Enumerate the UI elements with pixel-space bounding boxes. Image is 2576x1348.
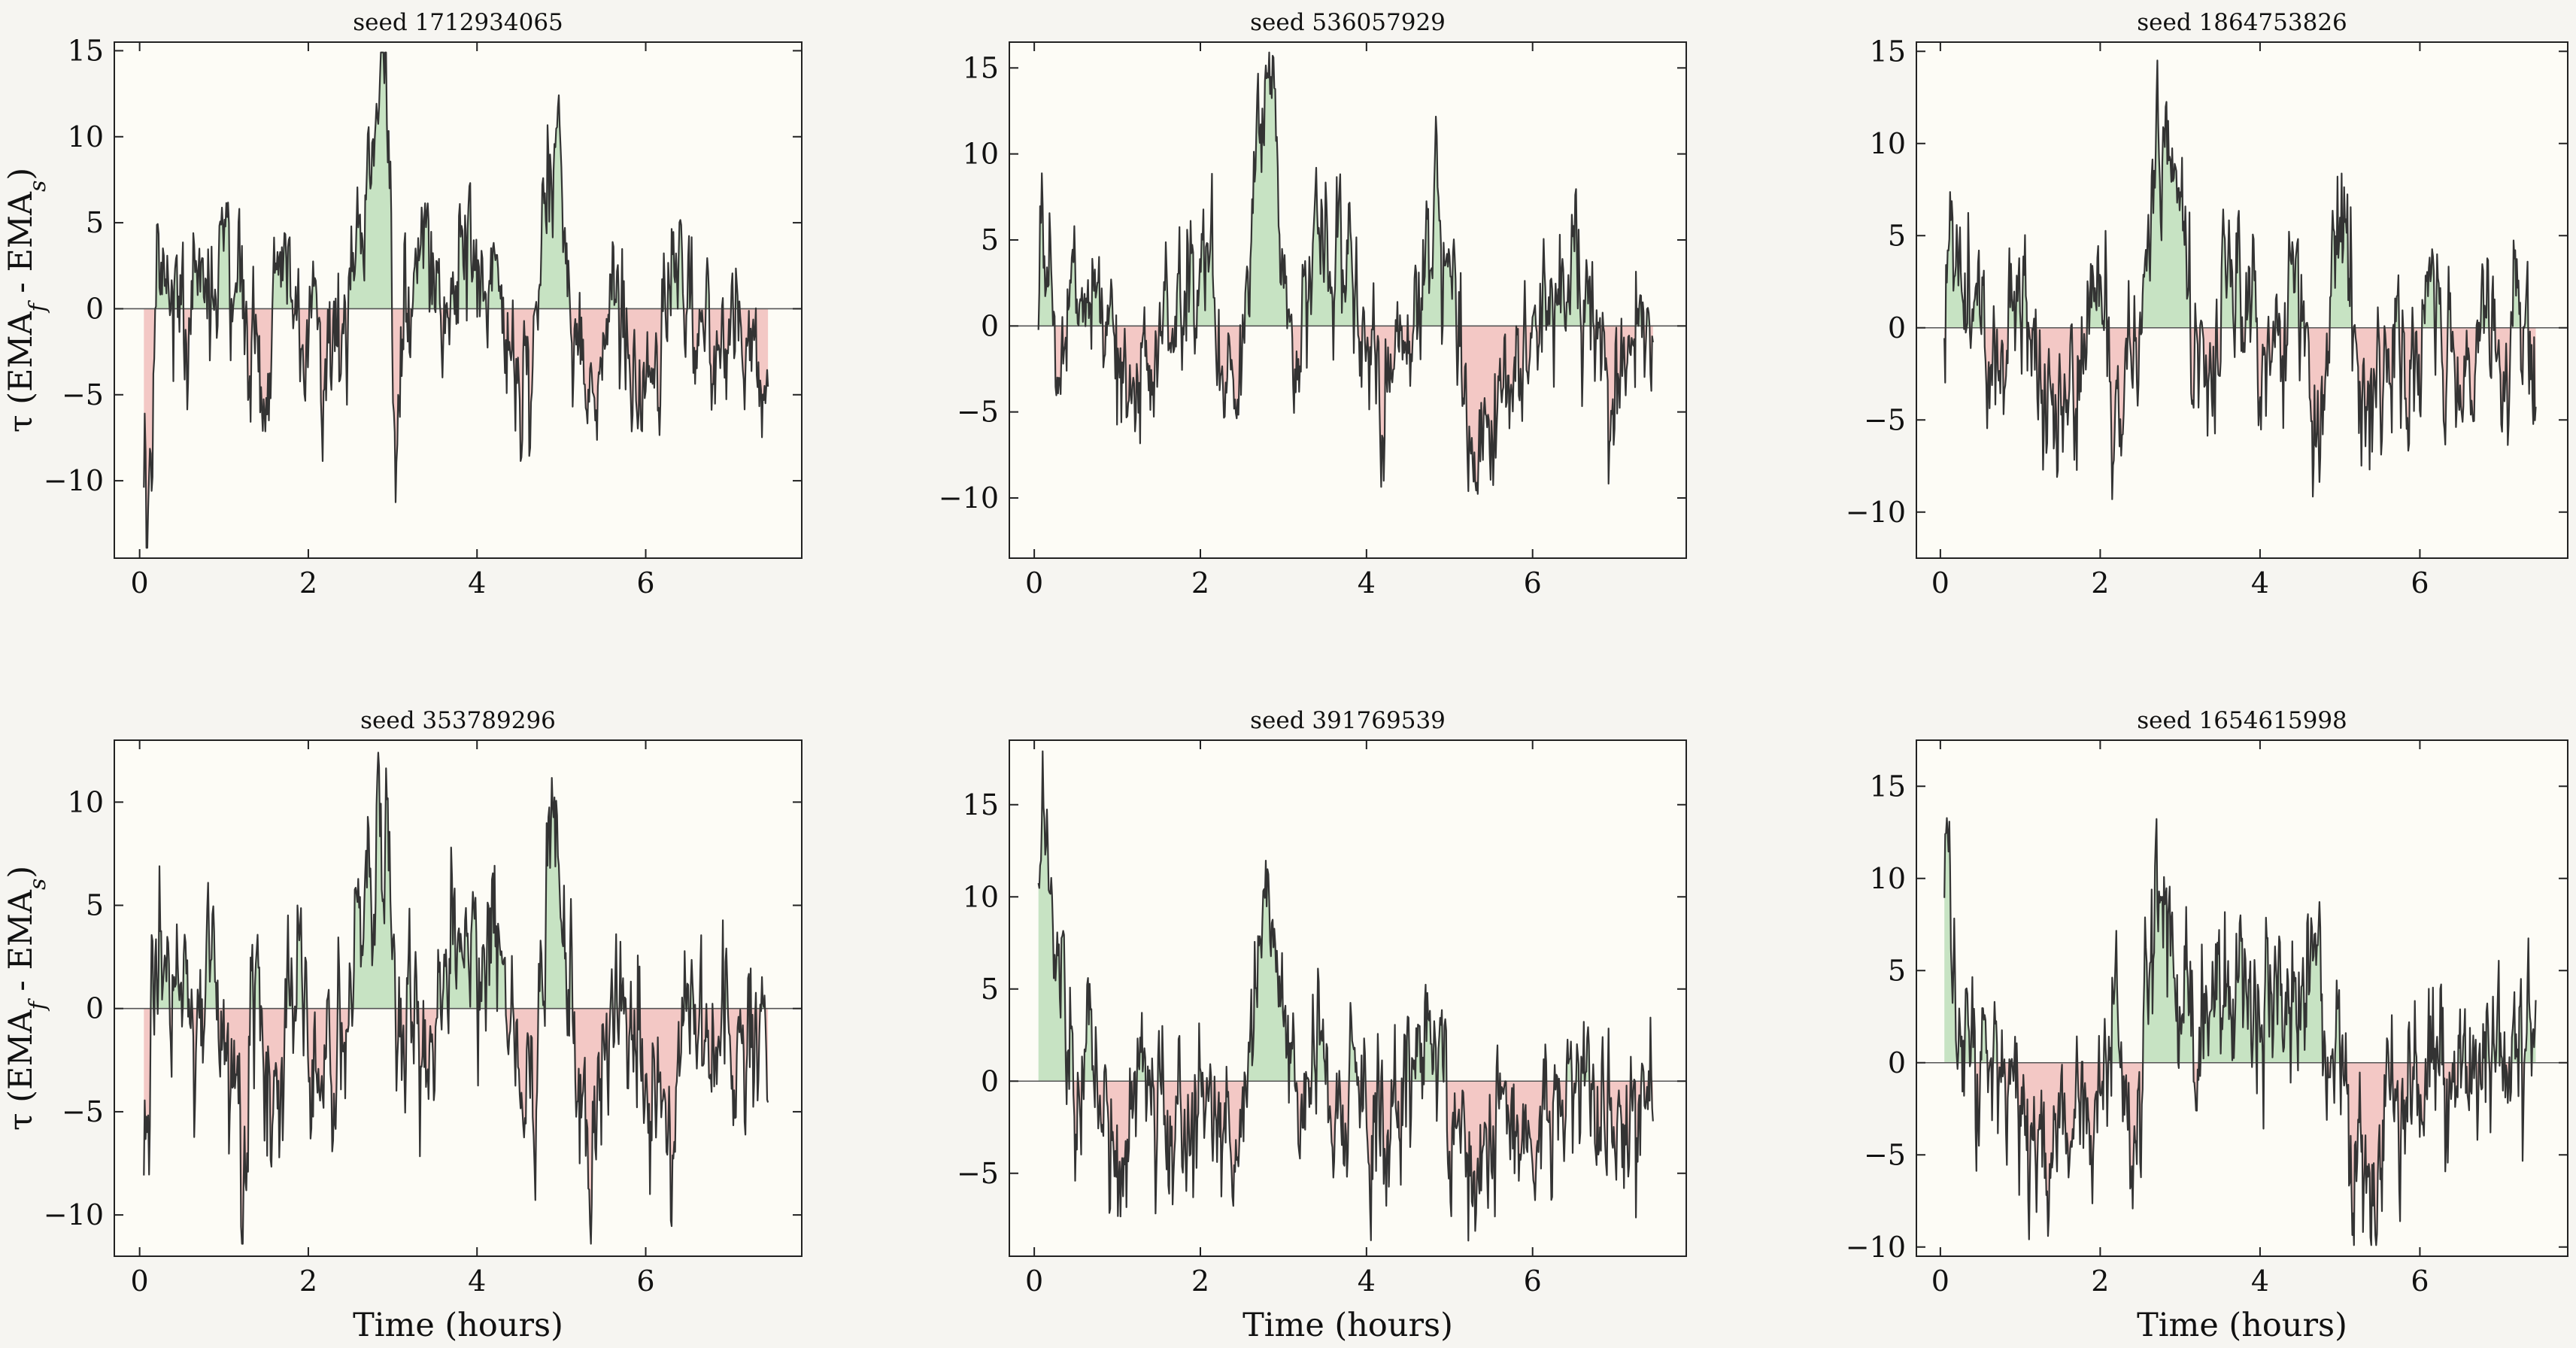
y-tick-label: 15: [963, 788, 999, 821]
axes-frame: [1916, 41, 2568, 559]
axes-frame: [1009, 41, 1687, 559]
chart-panel-5: 0 2 4 6 −5 0 5 10 15 seed 391769539 Time (hours): [957, 707, 1687, 1344]
y-tick-label: −5: [1864, 1138, 1906, 1171]
y-tick-label: 10: [963, 138, 999, 171]
panel-title: seed 353789296: [360, 707, 556, 734]
y-tick-label: 10: [1870, 862, 1906, 895]
x-tick-label: 2: [2091, 566, 2109, 600]
axes-frame: [1009, 739, 1687, 1257]
y-tick-label: 0: [981, 309, 999, 342]
series-line: [1943, 817, 2537, 1246]
y-tick-label: 15: [963, 51, 999, 84]
y-axis-label: τ (EMAf - EMAs): [2, 866, 51, 1131]
x-tick-label: 6: [1524, 566, 1542, 600]
y-tick-label: −10: [44, 1198, 104, 1231]
y-tick-label: 15: [1870, 35, 1906, 68]
series-area: [114, 751, 802, 1245]
series-area: [114, 51, 802, 549]
series-area: [1009, 51, 1686, 495]
y-tick-label: 0: [86, 992, 104, 1025]
y-tick-label: 10: [963, 880, 999, 913]
y-tick-label: 5: [981, 973, 999, 1006]
axes-frame: [1916, 739, 2568, 1257]
y-tick-label: −10: [1846, 1231, 1906, 1264]
x-tick-label: 6: [636, 1265, 654, 1298]
x-axis-label: Time (hours): [353, 1307, 563, 1344]
series-line: [1037, 51, 1654, 495]
x-tick-label: 4: [468, 566, 486, 600]
negative-fill: [1944, 1062, 2536, 1246]
y-tick-label: 5: [1888, 954, 1906, 987]
x-tick-label: 0: [1931, 566, 1949, 600]
chart-panel-2: 0 2 4 6 −10 −5 0 5 10 15 seed 536057929: [939, 9, 1687, 600]
y-tick-label: 10: [68, 120, 104, 153]
x-axis-label: Time (hours): [1242, 1307, 1453, 1344]
x-tick-label: 0: [1931, 1265, 1949, 1298]
y-tick-label: −10: [1846, 496, 1906, 529]
axes-frame: [114, 739, 803, 1257]
panel-title: seed 391769539: [1250, 707, 1446, 734]
negative-fill: [1038, 1081, 1653, 1241]
x-tick-label: 6: [1524, 1265, 1542, 1298]
y-tick-label: −10: [44, 464, 104, 497]
chart-panel-6: 0 2 4 6 −10 −5 0 5 10 15 seed 1654615998 Time (hour…: [1846, 707, 2568, 1344]
x-tick-label: 4: [468, 1265, 486, 1298]
x-tick-label: 4: [1358, 1265, 1376, 1298]
y-tick-label: 10: [1870, 127, 1906, 160]
x-tick-label: 2: [1191, 566, 1209, 600]
y-tick-label: 15: [1870, 770, 1906, 803]
series-line: [1943, 59, 2537, 500]
y-tick-label: −5: [62, 378, 104, 411]
y-tick-label: 10: [68, 785, 104, 818]
series-line: [143, 751, 769, 1245]
y-tick-label: 5: [1888, 219, 1906, 252]
positive-fill: [1038, 52, 1653, 326]
y-tick-label: −10: [939, 481, 999, 515]
x-tick-label: 4: [1358, 566, 1376, 600]
x-tick-label: 6: [2411, 1265, 2429, 1298]
chart-panel-4: 0 2 4 6 −10 −5 0 5 10 seed 353789296 Time (hours) τ…: [2, 707, 803, 1344]
y-tick-label: 5: [86, 889, 104, 922]
x-tick-label: 0: [131, 1265, 149, 1298]
y-axis-label: τ (EMAf - EMAs): [2, 168, 51, 433]
series-area: [1916, 59, 2568, 500]
y-tick-label: 0: [1888, 1046, 1906, 1079]
y-tick-label: −5: [1864, 403, 1906, 436]
positive-fill: [144, 752, 769, 1009]
x-tick-label: 2: [2091, 1265, 2109, 1298]
panel-title: seed 536057929: [1250, 9, 1446, 36]
x-tick-label: 4: [2251, 1265, 2269, 1298]
series-area: [1009, 750, 1686, 1242]
x-tick-label: 4: [2251, 566, 2269, 600]
panel-title: seed 1654615998: [2137, 707, 2347, 734]
y-tick-label: 0: [86, 292, 104, 325]
panel-title: seed 1712934065: [353, 9, 563, 36]
y-tick-label: 5: [86, 206, 104, 239]
chart-panel-3: 0 2 4 6 −10 −5 0 5 10 15 seed 1864753826: [1846, 9, 2568, 600]
x-tick-label: 6: [2411, 566, 2429, 600]
y-tick-label: −5: [957, 396, 999, 429]
x-tick-label: 2: [1191, 1265, 1209, 1298]
y-tick-label: −5: [62, 1095, 104, 1128]
x-tick-label: 2: [299, 566, 317, 600]
y-tick-label: 0: [981, 1064, 999, 1098]
panel-title: seed 1864753826: [2137, 9, 2347, 36]
x-tick-label: 0: [1025, 1265, 1043, 1298]
series-line: [1037, 750, 1654, 1242]
x-tick-label: 6: [636, 566, 654, 600]
chart-panel-1: 0 2 4 6 −10 −5 0 5 10 15 seed 1712934065 τ (EMAf - …: [2, 9, 803, 600]
y-tick-label: 0: [1888, 311, 1906, 345]
x-tick-label: 0: [1025, 566, 1043, 600]
x-tick-label: 2: [299, 1265, 317, 1298]
x-axis-label: Time (hours): [2137, 1307, 2347, 1344]
series-area: [1916, 817, 2568, 1246]
series-line: [143, 51, 769, 549]
y-tick-label: 15: [68, 34, 104, 67]
y-tick-label: −5: [957, 1157, 999, 1190]
y-tick-label: 5: [981, 223, 999, 257]
x-tick-label: 0: [131, 566, 149, 600]
axes-frame: [114, 41, 803, 559]
